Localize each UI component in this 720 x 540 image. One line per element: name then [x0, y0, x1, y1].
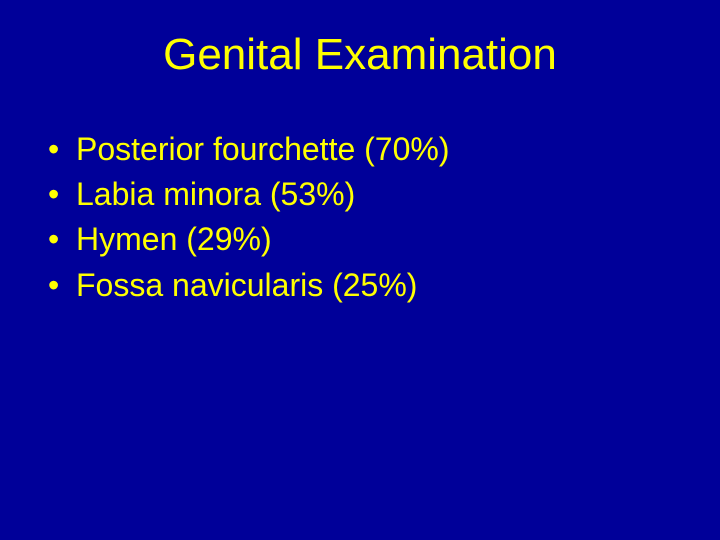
- list-item: • Fossa navicularis (25%): [48, 264, 684, 307]
- slide-title: Genital Examination: [36, 30, 684, 80]
- bullet-icon: •: [48, 128, 76, 171]
- bullet-text: Labia minora (53%): [76, 173, 355, 216]
- list-item: • Hymen (29%): [48, 218, 684, 261]
- bullet-text: Posterior fourchette (70%): [76, 128, 450, 171]
- bullet-text: Hymen (29%): [76, 218, 272, 261]
- bullet-icon: •: [48, 173, 76, 216]
- list-item: • Posterior fourchette (70%): [48, 128, 684, 171]
- list-item: • Labia minora (53%): [48, 173, 684, 216]
- bullet-icon: •: [48, 218, 76, 261]
- slide: Genital Examination • Posterior fourchet…: [0, 0, 720, 540]
- bullet-text: Fossa navicularis (25%): [76, 264, 417, 307]
- bullet-icon: •: [48, 264, 76, 307]
- bullet-list: • Posterior fourchette (70%) • Labia min…: [36, 128, 684, 307]
